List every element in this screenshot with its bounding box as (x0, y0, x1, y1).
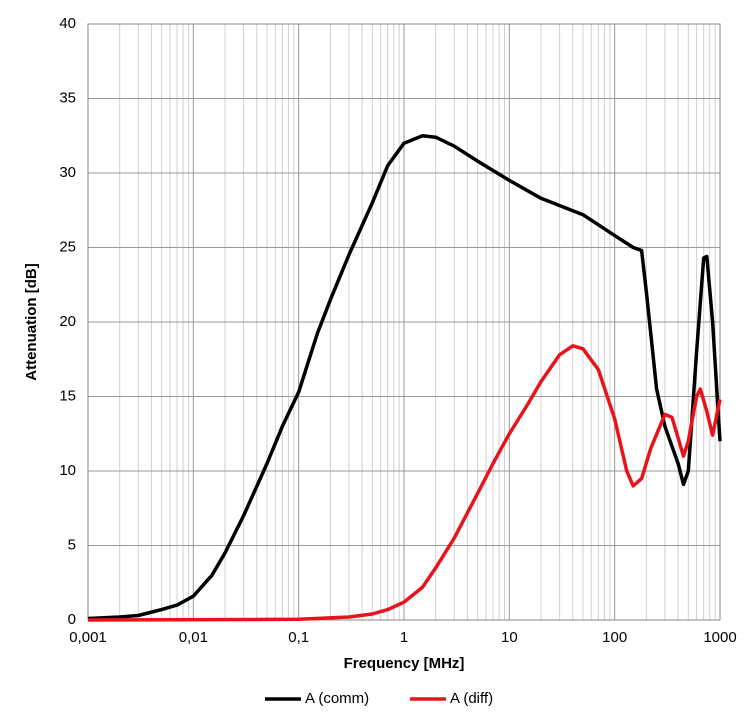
x-tick-label: 0,01 (179, 629, 208, 646)
y-tick-label: 20 (59, 313, 76, 330)
y-tick-label: 25 (59, 238, 76, 255)
x-tick-label: 100 (602, 629, 627, 646)
x-tick-label: 1 (400, 629, 408, 646)
y-tick-label: 40 (59, 15, 76, 32)
legend-label: A (comm) (305, 690, 369, 707)
plot-frame (87, 23, 721, 621)
y-tick-label: 10 (59, 462, 76, 479)
x-tick-label: 1000 (703, 629, 736, 646)
y-tick-label: 15 (59, 387, 76, 404)
x-tick-label: 0,001 (69, 629, 107, 646)
x-tick-label: 10 (501, 629, 518, 646)
y-tick-label: 5 (68, 536, 76, 553)
y-tick-label: 35 (59, 89, 76, 106)
x-axis-label: Frequency [MHz] (344, 655, 465, 672)
series-line (87, 134, 722, 621)
y-tick-label: 0 (68, 611, 76, 628)
x-tick-label: 0,1 (288, 629, 309, 646)
y-axis-label: Attenuation [dB] (23, 263, 40, 380)
legend-label: A (diff) (450, 690, 493, 707)
series-line (87, 344, 722, 622)
y-tick-label: 30 (59, 164, 76, 181)
